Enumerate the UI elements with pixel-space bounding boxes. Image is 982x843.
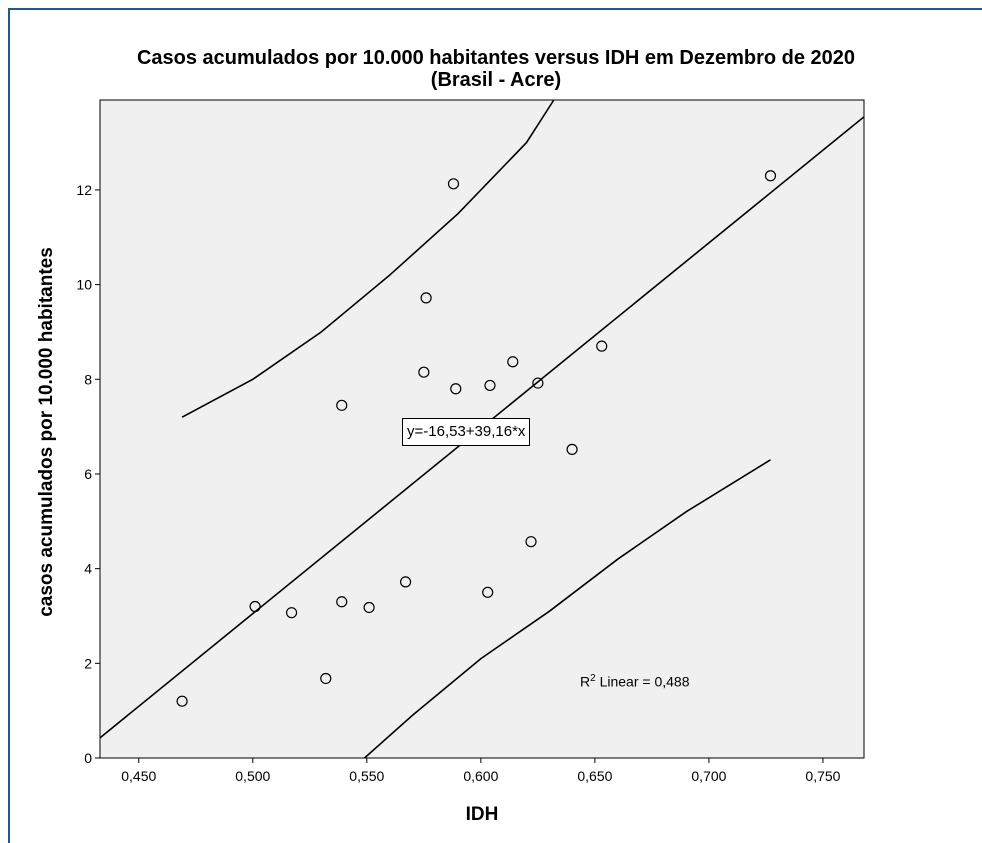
chart-title: Casos acumulados por 10.000 habitantes v… bbox=[136, 47, 856, 69]
data-point bbox=[447, 178, 460, 190]
data-point bbox=[764, 170, 777, 182]
data-point bbox=[249, 600, 261, 613]
x-tick-label: 0,550 bbox=[349, 768, 384, 784]
data-point bbox=[336, 399, 348, 411]
x-tick-label: 0,500 bbox=[235, 768, 270, 784]
data-point bbox=[285, 607, 298, 619]
regression-equation-label: y=-16,53+39,16*x bbox=[402, 418, 531, 446]
x-axis-label: IDH bbox=[465, 804, 499, 825]
data-points bbox=[176, 170, 777, 707]
y-tick-label: 4 bbox=[84, 561, 92, 577]
x-tick-label: 0,450 bbox=[121, 768, 156, 784]
y-axis-ticks: 0 2 4 6 8 10 12 bbox=[76, 182, 100, 766]
x-tick-label: 0,750 bbox=[805, 768, 840, 784]
x-tick-label: 0,700 bbox=[691, 768, 726, 784]
data-point bbox=[450, 383, 462, 395]
data-point bbox=[596, 340, 608, 352]
y-axis-label: casos acumulados por 10.000 habitantes bbox=[36, 247, 57, 617]
y-tick-label: 2 bbox=[84, 655, 92, 671]
lower-prediction-band bbox=[363, 459, 771, 759]
y-tick-label: 6 bbox=[84, 466, 92, 482]
data-point bbox=[418, 366, 430, 378]
r2-prefix: R bbox=[580, 673, 591, 690]
x-tick-label: 0,650 bbox=[577, 768, 612, 784]
r2-superscript: 2 bbox=[590, 673, 596, 684]
data-point bbox=[482, 586, 494, 598]
x-axis-ticks: 0,450 0,500 0,550 0,600 0,650 0,700 0,750 bbox=[121, 758, 841, 784]
frame-top-border bbox=[8, 8, 982, 10]
data-point bbox=[532, 377, 544, 389]
data-point bbox=[525, 536, 537, 548]
data-point bbox=[484, 379, 496, 392]
data-point bbox=[336, 596, 348, 608]
chart-subtitle: (Brasil - Acre) bbox=[430, 69, 562, 91]
y-tick-label: 0 bbox=[84, 750, 92, 766]
y-tick-label: 12 bbox=[76, 182, 92, 198]
y-tick-label: 8 bbox=[84, 371, 92, 387]
frame-left-border bbox=[8, 8, 10, 843]
data-point bbox=[400, 576, 412, 588]
data-point bbox=[363, 601, 375, 614]
data-point bbox=[566, 443, 578, 455]
r-squared-label: R2 Linear = 0,488 bbox=[580, 673, 689, 690]
data-point bbox=[507, 356, 519, 368]
y-tick-label: 10 bbox=[76, 277, 92, 293]
data-point bbox=[320, 672, 332, 685]
data-point bbox=[420, 292, 432, 304]
r2-suffix: Linear = 0,488 bbox=[595, 673, 690, 690]
x-tick-label: 0,600 bbox=[463, 768, 498, 784]
data-point bbox=[176, 695, 188, 707]
upper-prediction-band bbox=[181, 99, 555, 418]
